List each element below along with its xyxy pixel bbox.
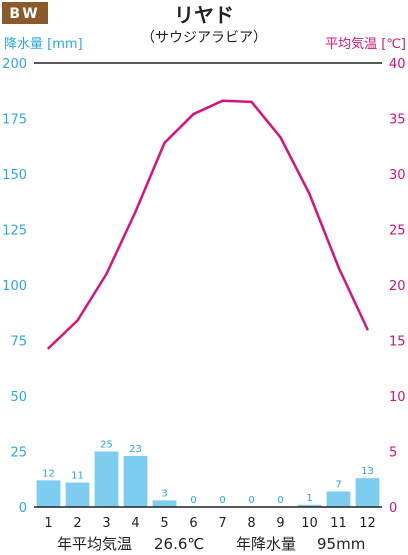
temp-point <box>250 100 253 104</box>
left-tick-label: 200 <box>2 57 27 72</box>
month-label: 6 <box>189 516 197 531</box>
left-axis-ticks: 0 25 50 75 100 125 150 175 200 <box>2 57 27 516</box>
precipitation-bar-labels: 12 11 25 23 3 0 0 0 0 1 7 13 <box>42 440 374 507</box>
precip-bar-label: 11 <box>71 471 84 482</box>
temp-point <box>134 210 137 213</box>
precip-bar <box>326 491 351 507</box>
temp-point <box>76 319 79 322</box>
left-tick-label: 100 <box>2 279 27 294</box>
left-tick-label: 75 <box>10 335 27 350</box>
precip-bar-label: 7 <box>335 479 341 490</box>
precip-bar-label: 0 <box>190 495 196 506</box>
left-tick-label: 175 <box>2 113 27 128</box>
temp-point <box>308 192 311 196</box>
precip-bar <box>152 500 177 507</box>
precip-bar-label: 0 <box>219 495 225 506</box>
avg-temp-label: 年平均気温 <box>57 535 132 553</box>
right-tick-label: 35 <box>389 113 406 128</box>
precip-bar <box>36 480 61 507</box>
precip-bar-label: 12 <box>42 468 55 479</box>
annual-precip-value: 95mm <box>317 535 365 553</box>
month-label: 11 <box>330 516 347 531</box>
avg-temp-value: 26.6℃ <box>154 535 204 553</box>
right-tick-label: 40 <box>389 57 406 72</box>
precip-bar <box>123 455 148 507</box>
right-axis-ticks: 0 5 10 15 20 25 30 35 40 <box>389 57 406 516</box>
temperature-line <box>47 99 369 350</box>
temperature-points <box>47 99 369 350</box>
annual-precip-label: 年降水量 <box>236 535 296 553</box>
precipitation-bars <box>36 451 380 507</box>
month-label: 1 <box>44 516 52 531</box>
precip-bar-label: 25 <box>100 440 113 451</box>
month-label: 3 <box>102 516 110 531</box>
temp-point <box>279 136 282 139</box>
left-tick-label: 50 <box>10 390 27 405</box>
climate-class-badge <box>2 2 48 24</box>
precip-bar-label: 0 <box>248 495 254 506</box>
precip-bar <box>94 451 119 507</box>
month-label: 9 <box>276 516 284 531</box>
chart-title: リヤド <box>174 3 234 27</box>
month-label: 8 <box>247 516 255 531</box>
temp-point <box>163 141 166 145</box>
temp-point <box>221 99 224 102</box>
temp-point <box>366 328 369 331</box>
month-label: 2 <box>73 516 81 531</box>
left-tick-label: 125 <box>2 224 27 239</box>
month-label: 12 <box>359 516 376 531</box>
left-tick-label: 25 <box>10 446 27 461</box>
precip-bar-label: 23 <box>129 444 142 455</box>
right-tick-label: 10 <box>389 390 406 405</box>
month-label: 4 <box>131 516 139 531</box>
month-label: 5 <box>160 516 168 531</box>
precip-bar-label: 13 <box>361 466 374 477</box>
right-tick-label: 20 <box>389 279 406 294</box>
month-axis-labels: 1 2 3 4 5 6 7 8 9 10 11 12 <box>44 516 375 531</box>
month-label: 10 <box>301 516 318 531</box>
precip-bar <box>355 478 380 507</box>
precip-bar-label: 1 <box>306 493 312 504</box>
right-tick-label: 30 <box>389 168 406 183</box>
precip-bar-label: 3 <box>161 488 167 499</box>
precip-bar <box>297 504 322 507</box>
temp-point <box>337 266 340 269</box>
climate-class-label: BW <box>9 6 40 22</box>
precip-bar-label: 0 <box>277 495 283 506</box>
right-tick-label: 5 <box>389 446 397 461</box>
chart-subtitle: （サウジアラビア） <box>141 30 267 46</box>
left-axis-title: 降水量 [mm] <box>4 37 83 52</box>
temp-point <box>47 347 50 350</box>
left-tick-label: 0 <box>19 501 27 516</box>
temp-point <box>192 112 195 116</box>
temp-point <box>105 272 108 276</box>
right-tick-label: 15 <box>389 335 406 350</box>
right-tick-label: 25 <box>389 224 406 239</box>
right-axis-title: 平均気温 [℃] <box>325 36 406 52</box>
precip-bar <box>65 482 90 507</box>
right-tick-label: 0 <box>389 501 397 516</box>
month-label: 7 <box>218 516 226 531</box>
left-tick-label: 150 <box>2 168 27 183</box>
